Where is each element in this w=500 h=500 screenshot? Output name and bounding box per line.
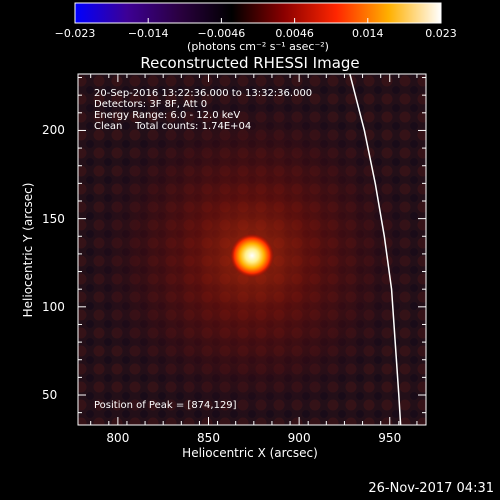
y-tick-label: 150: [42, 211, 65, 226]
colorbar-tick-label: −0.0046: [197, 27, 246, 40]
peak-position-annotation: Position of Peak = [874,129]: [94, 400, 237, 411]
x-axis-label: Heliocentric X (arcsec): [182, 446, 318, 460]
flare-source: [230, 233, 274, 278]
y-tick-label: 200: [42, 123, 65, 138]
x-tick-label: 800: [106, 431, 130, 445]
x-tick-label: 950: [378, 431, 402, 445]
plot-title: Reconstructed RHESSI Image: [140, 54, 360, 72]
x-tick-label: 900: [287, 431, 311, 445]
plot-frame: [77, 73, 427, 426]
y-tick-label: 50: [42, 388, 58, 402]
x-tick-label: 850: [197, 431, 220, 445]
axis-tick-marks: [78, 74, 426, 425]
colorbar-tick-label: 0.023: [425, 27, 457, 40]
energy-range-annotation: Energy Range: 6.0 - 12.0 keV: [94, 110, 241, 121]
colorbar-tick-label: −0.014: [127, 27, 169, 40]
colorbar-units-label: (photons cm⁻² s⁻¹ asec⁻²): [187, 40, 329, 53]
colorbar: [74, 2, 442, 24]
y-tick-label: 100: [42, 299, 65, 314]
time-range-annotation: 20-Sep-2016 13:22:36.000 to 13:32:36.000: [94, 88, 313, 99]
colorbar-tick-label: 0.0046: [275, 27, 314, 40]
render-timestamp: 26-Nov-2017 04:31: [368, 481, 494, 496]
detectors-annotation: Detectors: 3F 8F, Att 0: [94, 99, 208, 110]
colorbar-tick-label: −0.023: [54, 27, 96, 40]
rhessi-image: [78, 74, 426, 425]
solar-limb-line: [349, 74, 402, 425]
colorbar-tick-marks: [74, 18, 442, 23]
y-axis-label: Heliocentric Y (arcsec): [21, 182, 35, 318]
clean-counts-annotation: Clean Total counts: 1.74E+04: [94, 121, 252, 132]
colorbar-tick-label: 0.014: [352, 27, 384, 40]
